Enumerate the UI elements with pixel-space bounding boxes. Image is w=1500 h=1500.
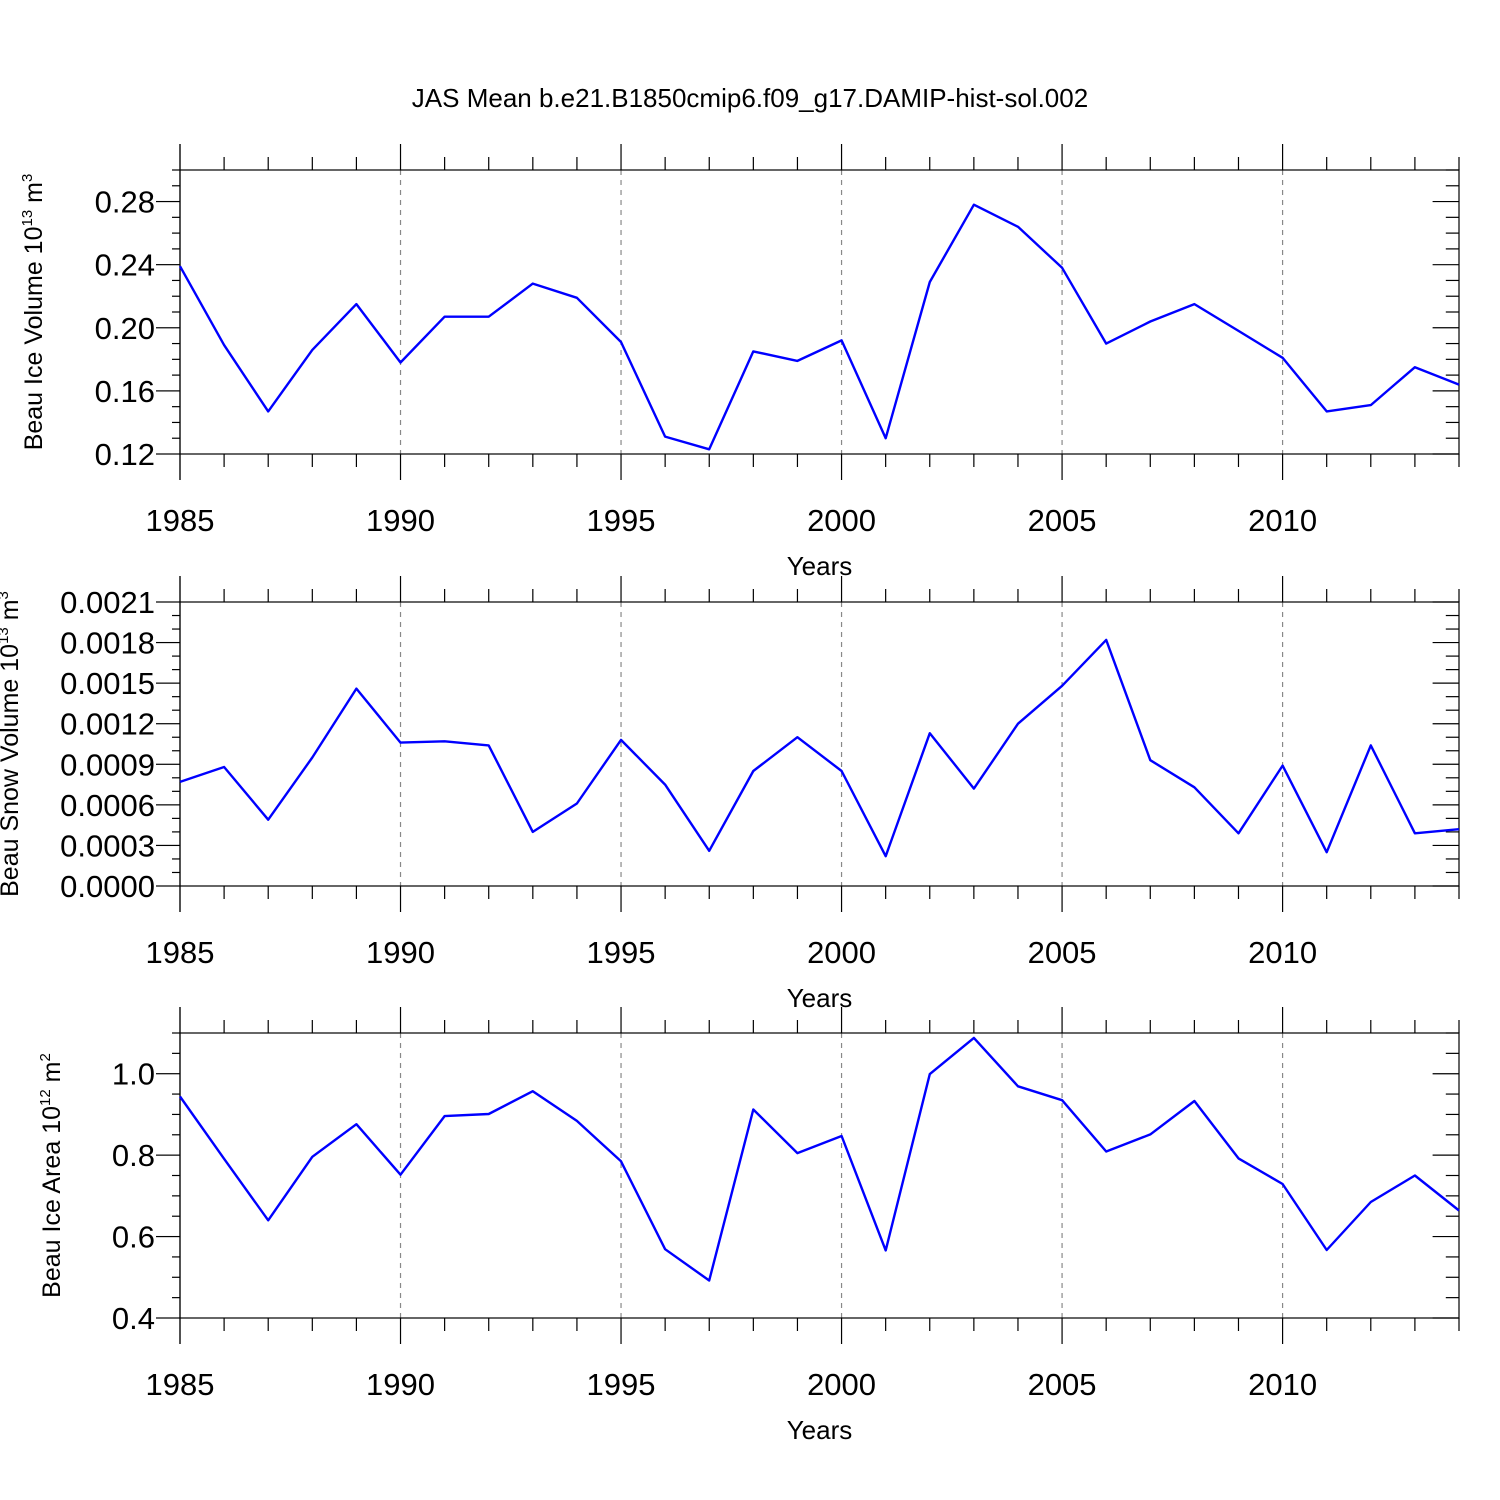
- plot-frame: [179, 169, 1460, 455]
- chart-panel-3: 0.4 0.6 0.8 1.0 1985 1990 1995 2000 2005 2010 Year…: [37, 1007, 1460, 1445]
- chart-title: JAS Mean b.e21.B1850cmip6.f09_g17.DAMIP-…: [412, 83, 1088, 113]
- x-tick-label: 2005: [1028, 503, 1097, 538]
- x-tick-label: 1990: [366, 935, 435, 970]
- y-tick-label: 0.6: [112, 1220, 155, 1255]
- y-axis-label-unit-exponent: 3: [0, 591, 12, 599]
- y-axis-label-exponent: 13: [19, 210, 36, 227]
- x-tick-label: 1995: [587, 1367, 656, 1402]
- x-tick-label: 1990: [366, 1367, 435, 1402]
- y-axis-label-exponent: 12: [37, 1089, 54, 1106]
- y-tick-label: 0.0021: [60, 585, 155, 620]
- y-axis-label-unit: m: [38, 1062, 66, 1090]
- x-tick-label: 2005: [1028, 1367, 1097, 1402]
- y-axis-label: Beau Snow Volume 1013 m3: [0, 591, 24, 897]
- series-line: [179, 1036, 1460, 1282]
- x-tick-label: 2000: [807, 1367, 876, 1402]
- x-tick-label: 2000: [807, 935, 876, 970]
- y-axis-label-unit: m: [20, 182, 48, 210]
- x-tick-label: 2010: [1248, 503, 1317, 538]
- y-tick-label: 0.24: [95, 248, 155, 283]
- series-line: [178, 203, 1460, 451]
- y-axis-label-text: Beau Snow Volume 10: [0, 644, 24, 897]
- x-axis-label: Years: [787, 1415, 853, 1445]
- y-tick-label: 0.0006: [60, 788, 155, 823]
- x-tick-label: 1995: [587, 935, 656, 970]
- x-tick-label: 1985: [146, 935, 215, 970]
- y-axis-label-exponent: 13: [0, 627, 12, 644]
- x-tick-label: 2010: [1248, 935, 1317, 970]
- y-axis-label-unit-exponent: 3: [19, 174, 36, 182]
- y-axis-label: Beau Ice Volume 1013 m3: [19, 174, 48, 451]
- y-tick-label: 1.0: [112, 1057, 155, 1092]
- x-tick-label: 2000: [807, 503, 876, 538]
- y-axis-label-unit-exponent: 2: [37, 1053, 54, 1061]
- y-tick-label: 0.20: [95, 311, 155, 346]
- y-tick-label: 0.28: [95, 185, 155, 220]
- plot-frame: [179, 601, 1460, 887]
- y-axis-label-text: Beau Ice Area 10: [38, 1106, 66, 1298]
- y-tick-label: 0.0015: [60, 666, 155, 701]
- x-tick-label: 1990: [366, 503, 435, 538]
- x-tick-label: 1995: [587, 503, 656, 538]
- chart-panel-2: 0.0000 0.0003 0.0006 0.0009 0.0012 0.0015 0.00…: [0, 576, 1460, 1013]
- y-tick-label: 0.4: [112, 1301, 155, 1336]
- y-tick-label: 0.8: [112, 1138, 155, 1173]
- y-axis-label: Beau Ice Area 1012 m2: [37, 1053, 66, 1298]
- y-axis-label-unit: m: [0, 599, 24, 627]
- y-tick-label: 0.0012: [60, 707, 155, 742]
- x-tick-label: 2005: [1028, 935, 1097, 970]
- x-tick-label: 1985: [146, 1367, 215, 1402]
- series-line: [179, 638, 1460, 858]
- y-axis-label-text: Beau Ice Volume 10: [20, 227, 48, 451]
- y-tick-label: 0.0009: [60, 747, 155, 782]
- chart-panel-1: 0.12 0.16 0.20 0.24 0.28 1985 1990 1995 2000 2005…: [19, 144, 1460, 581]
- y-tick-label: 0.12: [95, 437, 155, 472]
- x-axis-label: Years: [787, 551, 853, 581]
- y-tick-label: 0.0003: [60, 828, 155, 863]
- x-axis-label: Years: [787, 983, 853, 1013]
- y-tick-label: 0.0000: [60, 869, 155, 904]
- x-tick-label: 2010: [1248, 1367, 1317, 1402]
- y-tick-label: 0.16: [95, 374, 155, 409]
- x-tick-label: 1985: [146, 503, 215, 538]
- y-tick-label: 0.0018: [60, 626, 155, 661]
